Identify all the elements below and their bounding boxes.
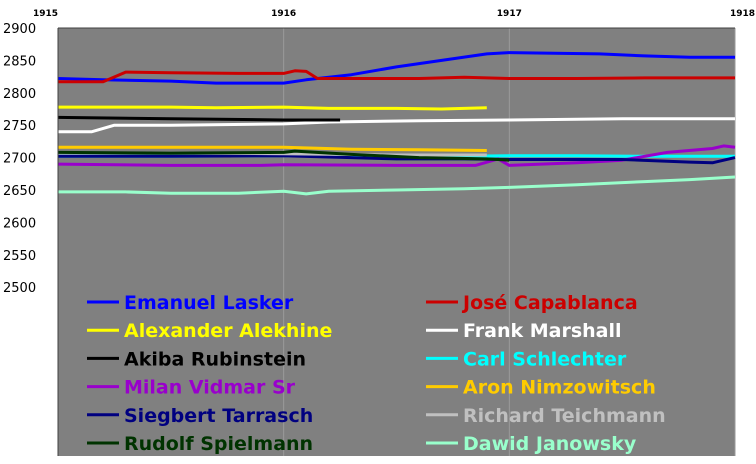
series-line (58, 105, 487, 111)
x-tick-label: 1916 (271, 9, 296, 19)
legend-label: Rudolf Spielmann (124, 433, 313, 455)
y-tick-label: 2550 (3, 249, 36, 264)
y-axis-ticks: 2500 2550 2600 2650 2700 2750 2800 2850 2900 (3, 22, 36, 296)
series-line (58, 117, 735, 134)
legend-label: Milan Vidmar Sr (124, 377, 296, 399)
series-lines (57, 51, 736, 196)
series-line (58, 69, 735, 84)
y-tick-label: 2500 (3, 281, 36, 296)
legend-label: Frank Marshall (463, 320, 622, 342)
series-line (57, 51, 735, 85)
y-tick-label: 2800 (3, 87, 36, 102)
x-tick-label: 1918 (730, 9, 755, 19)
plot-area (58, 28, 735, 456)
legend-label: Aron Nimzowitsch (463, 377, 656, 399)
legend-label: Carl Schlechter (463, 348, 627, 370)
series-line (58, 145, 487, 152)
legend-label: Richard Teichmann (463, 405, 666, 427)
series-line (58, 175, 736, 196)
legend-label: Alexander Alekhine (124, 320, 332, 342)
x-axis-ticks: 1915 1916 1917 1918 (33, 9, 755, 19)
legend: Emanuel Lasker José Capablanca Alexander A… (87, 292, 666, 455)
legend-label: José Capablanca (461, 292, 638, 314)
legend-label: Dawid Janowsky (463, 433, 637, 455)
legend-label: Siegbert Tarrasch (124, 405, 313, 427)
series-line (57, 149, 510, 162)
y-tick-label: 2750 (3, 119, 36, 134)
x-tick-label: 1917 (497, 9, 522, 19)
legend-label: Akiba Rubinstein (124, 348, 306, 370)
y-tick-label: 2700 (3, 152, 36, 167)
y-tick-label: 2650 (3, 184, 36, 199)
series-line (57, 144, 736, 167)
series-line (57, 115, 341, 122)
y-tick-label: 2850 (3, 54, 36, 69)
x-tick-label: 1915 (33, 9, 58, 19)
y-tick-label: 2600 (3, 216, 36, 231)
legend-label: Emanuel Lasker (124, 292, 294, 314)
y-tick-label: 2900 (3, 22, 36, 37)
